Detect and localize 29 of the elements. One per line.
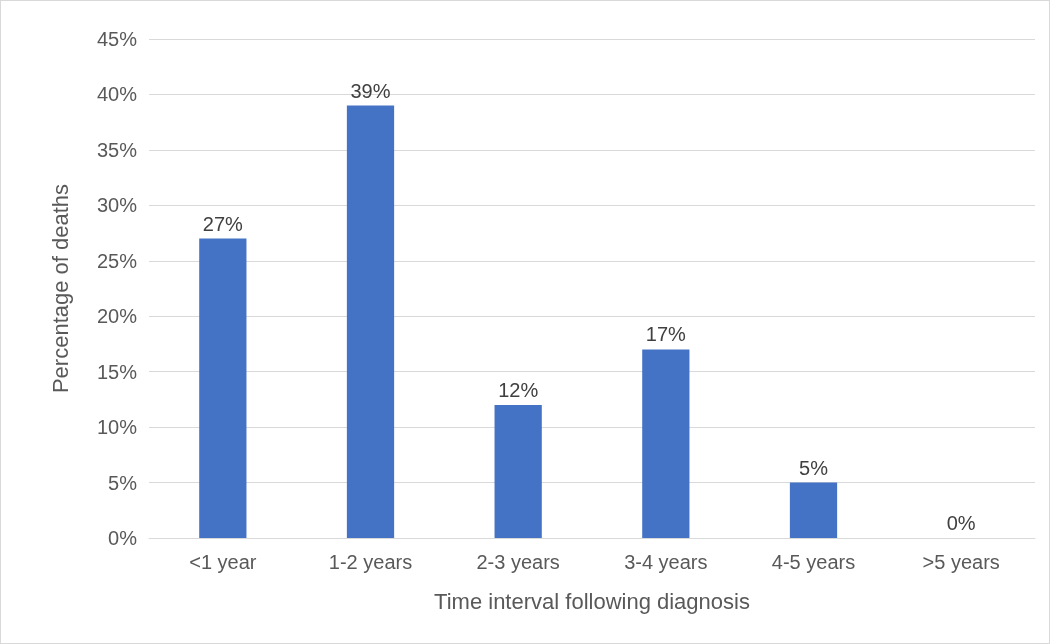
y-tick-label: 45% <box>96 28 138 50</box>
bar <box>346 105 395 538</box>
data-label: 0% <box>946 512 976 534</box>
y-tick-label: 20% <box>96 305 138 328</box>
data-label: 12% <box>498 378 539 401</box>
bar <box>642 349 690 538</box>
y-tick-label: 5% <box>108 471 138 494</box>
bar <box>199 238 247 538</box>
y-tick-label: 40% <box>96 83 138 106</box>
x-tick-label: 3-4 years <box>624 551 708 573</box>
data-label: 27% <box>202 212 244 235</box>
x-axis-title: Time interval following diagnosis <box>434 588 750 614</box>
y-tick-label: 30% <box>96 194 138 217</box>
x-tick-label: >5 years <box>922 551 1000 573</box>
x-tick-label: <1 year <box>189 551 257 573</box>
y-tick-label: 35% <box>96 138 138 161</box>
y-tick-label: 10% <box>96 416 138 439</box>
x-tick-label: 4-5 years <box>771 551 856 573</box>
data-label: 17% <box>645 323 687 346</box>
data-label: 39% <box>350 79 391 102</box>
x-tick-label: 2-3 years <box>476 551 560 573</box>
y-tick-label: 0% <box>108 527 138 549</box>
bar <box>789 482 838 538</box>
y-tick-label: 25% <box>96 249 138 272</box>
y-tick-label: 15% <box>96 360 138 383</box>
y-axis-title: Percentage of deaths <box>47 183 73 394</box>
bar <box>494 404 542 538</box>
x-tick-label: 1-2 years <box>328 551 413 573</box>
data-label: 5% <box>799 456 829 479</box>
